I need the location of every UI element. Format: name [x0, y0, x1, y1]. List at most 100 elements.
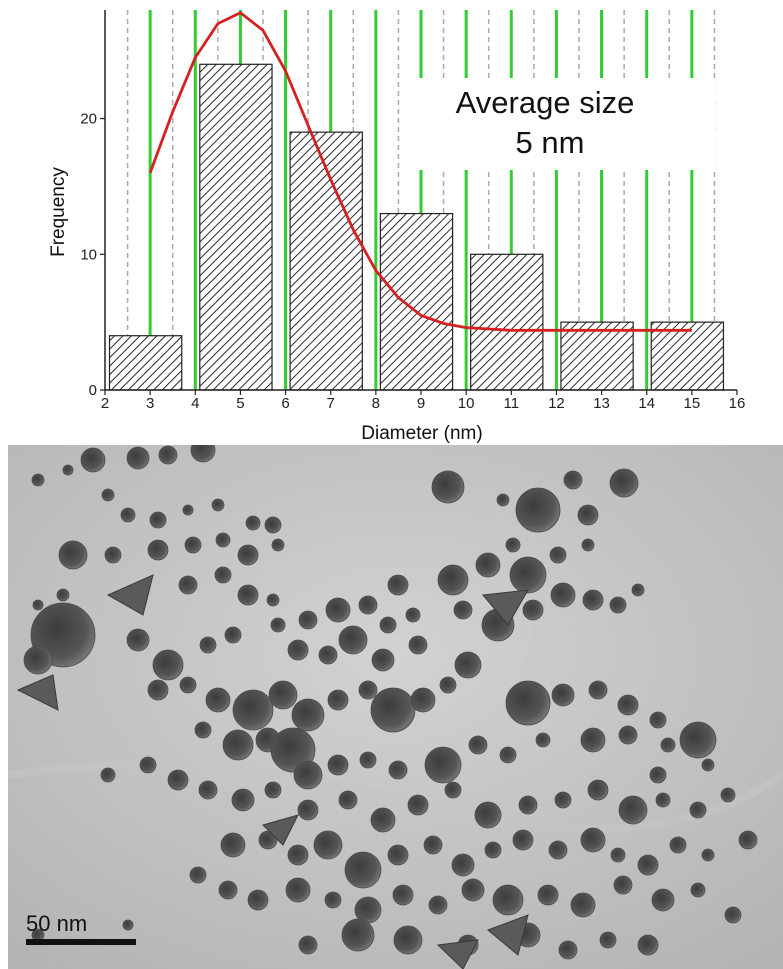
nanoparticle-150: [393, 925, 423, 955]
nanoparticle-118: [258, 830, 278, 850]
nanoparticle-131: [669, 836, 687, 854]
gaussian-fit-curve: [148, 11, 692, 332]
nanoparticle-60: [338, 625, 368, 655]
triangular-nanoparticle-5: [436, 939, 479, 969]
nanoparticle-55: [549, 546, 567, 564]
x-tick-label-13: 13: [593, 395, 610, 412]
nanoparticle-106: [338, 790, 358, 810]
nanoparticle-136: [247, 889, 269, 911]
histogram-bar-2: [289, 131, 363, 391]
nanoparticle-6: [431, 470, 465, 504]
nanoparticle-113: [587, 779, 609, 801]
nanoparticle-155: [637, 934, 659, 956]
nanoparticle-56: [581, 538, 595, 552]
nanoparticle-9: [515, 487, 561, 533]
y-axis-label: Frequency: [48, 167, 69, 257]
nanoparticle-59: [318, 645, 338, 665]
nanoparticle-54: [505, 537, 521, 553]
nanoparticle-122: [387, 844, 409, 866]
nanoparticle-22: [184, 536, 202, 554]
annotation-size-value: 5 nm: [516, 125, 585, 160]
nanoparticle-91: [499, 746, 517, 764]
nanoparticle-84: [270, 727, 316, 773]
nanoparticles: [16, 445, 758, 969]
nanoparticle-115: [655, 792, 671, 808]
nanoparticle-17: [245, 515, 261, 531]
nanoparticle-71: [370, 687, 416, 733]
nanoparticle-58: [287, 639, 309, 661]
nanoparticle-121: [344, 851, 382, 889]
nanoparticle-64: [179, 676, 197, 694]
nanoparticle-127: [548, 840, 568, 860]
nanoparticle-13: [120, 507, 136, 523]
x-tick-label-12: 12: [548, 395, 565, 412]
nanoparticle-88: [388, 760, 408, 780]
nanoparticle-78: [617, 694, 639, 716]
nanoparticle-120: [313, 830, 343, 860]
nanoparticle-73: [439, 676, 457, 694]
triangular-nanoparticle-2: [16, 674, 59, 711]
nanoparticle-156: [341, 918, 375, 952]
nanoparticle-86: [327, 754, 349, 776]
nanoparticle-145: [570, 892, 596, 918]
nanoparticle-140: [392, 884, 414, 906]
nanoparticle-10: [496, 493, 510, 507]
nanoparticle-134: [189, 866, 207, 884]
nanoparticle-128: [580, 827, 606, 853]
nanoparticle-148: [690, 882, 706, 898]
nanoparticle-102: [198, 780, 218, 800]
nanoparticle-12: [101, 488, 115, 502]
x-tick-label-5: 5: [236, 395, 244, 412]
triangular-nanoparticle-4: [487, 914, 529, 956]
nanoparticle-81: [194, 721, 212, 739]
nanoparticle-14: [149, 511, 167, 529]
nanoparticle-97: [701, 758, 715, 772]
nanoparticle-34: [126, 628, 150, 652]
nanoparticle-8: [563, 470, 583, 490]
nanoparticle-43: [387, 574, 409, 596]
x-tick-label-3: 3: [146, 395, 154, 412]
nanoparticle-96: [649, 766, 667, 784]
x-axis-label: Diameter (nm): [361, 423, 482, 444]
nanoparticle-105: [297, 799, 319, 821]
histogram-bar-1: [199, 63, 273, 391]
nanoparticle-92: [535, 732, 551, 748]
nanoparticle-98: [720, 787, 736, 803]
nanoparticle-31: [266, 593, 280, 607]
nanoparticle-75: [505, 680, 551, 726]
x-tick-label-11: 11: [503, 395, 519, 412]
nanoparticle-141: [428, 895, 448, 915]
nanoparticle-101: [167, 769, 189, 791]
nanoparticle-114: [618, 795, 648, 825]
tem-micrograph: 50 nm: [8, 445, 783, 969]
nanoparticle-62: [408, 635, 428, 655]
nanoparticle-66: [232, 689, 274, 731]
x-tick-label-9: 9: [417, 395, 425, 412]
nanoparticle-33: [23, 645, 53, 675]
histogram-bar-0: [108, 335, 183, 391]
scale-bar: 50 nm: [26, 911, 136, 945]
nanoparticle-107: [370, 807, 396, 833]
nanoparticle-153: [558, 940, 578, 960]
nanoparticle-30: [237, 584, 259, 606]
nanoparticle-29: [214, 566, 232, 584]
nanoparticle-104: [264, 781, 282, 799]
nanoparticle-99: [100, 767, 116, 783]
nanoparticle-154: [599, 931, 617, 949]
x-tick-label-10: 10: [458, 395, 475, 412]
nanoparticle-138: [324, 891, 342, 909]
nanoparticle-117: [220, 832, 246, 858]
nanoparticle-132: [701, 848, 715, 862]
nanoparticle-46: [509, 556, 547, 594]
nanoparticle-35: [152, 649, 184, 681]
nanoparticle-49: [609, 596, 627, 614]
nanoparticle-63: [147, 679, 169, 701]
triangular-nanoparticle-3: [262, 814, 299, 846]
nanoparticle-57: [270, 617, 286, 633]
nanoparticle-15: [182, 504, 194, 516]
x-tick-label-4: 4: [191, 395, 199, 412]
x-tick-label-15: 15: [684, 395, 701, 412]
nanoparticle-144: [537, 884, 559, 906]
x-tick-label-6: 6: [281, 395, 289, 412]
nanoparticle-0: [80, 447, 106, 473]
